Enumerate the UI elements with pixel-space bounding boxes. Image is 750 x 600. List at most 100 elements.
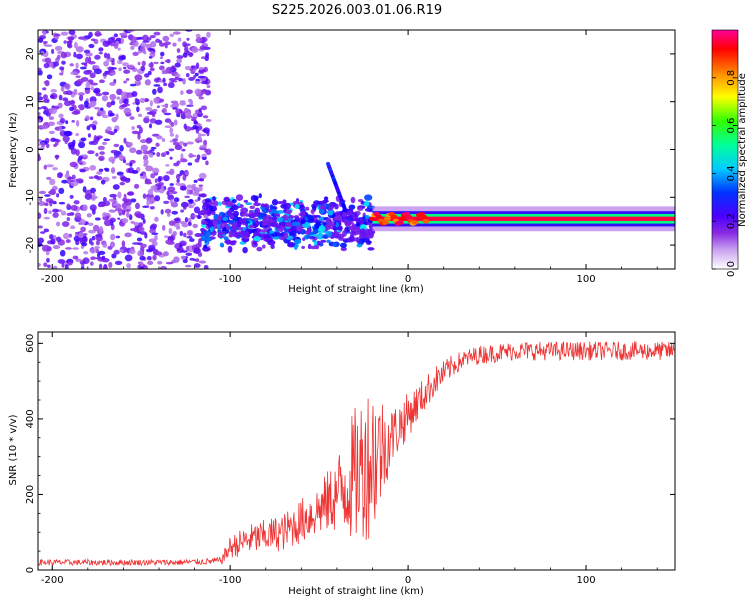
spectrogram-cluster-blob — [260, 204, 268, 208]
spectrogram-noise-blob — [86, 125, 91, 131]
spectrogram-noise-blob — [90, 187, 96, 194]
spectrogram-noise-blob — [101, 114, 109, 119]
spectrogram-noise-blob — [117, 191, 122, 199]
spectrogram-noise-blob — [174, 62, 181, 68]
spectrogram-cluster-blob — [261, 221, 267, 227]
spectrogram-noise-blob — [43, 63, 50, 69]
spectrogram-cluster-blob — [224, 196, 230, 201]
spectrogram-noise-blob — [75, 46, 84, 53]
spectrogram-cluster-blob — [293, 239, 302, 245]
spectrogram-cluster-blob — [334, 203, 339, 210]
spectrogram-noise-blob — [38, 96, 44, 101]
spectrogram-noise-blob — [79, 94, 84, 102]
spectrogram-noise-blob — [200, 81, 209, 85]
spectrogram-noise-blob — [43, 228, 50, 233]
spectrogram-noise-blob — [39, 231, 46, 234]
spectrogram-noise-blob — [197, 132, 202, 138]
spectrogram-cluster-blob — [325, 203, 330, 210]
spectrogram-noise-blob — [147, 47, 155, 51]
spectrogram-cluster-blob — [223, 236, 229, 241]
spectrogram-noise-blob — [69, 106, 75, 112]
spectrogram-noise-blob — [184, 171, 189, 176]
spectrogram-noise-blob — [172, 31, 181, 35]
spectrogram-noise-blob — [53, 143, 57, 148]
spectrogram-noise-blob — [73, 235, 80, 242]
spectrogram-noise-blob — [142, 193, 147, 199]
spectrogram-cluster-blob — [335, 221, 339, 229]
spectrogram-noise-blob — [44, 79, 50, 87]
spectrogram-noise-blob — [141, 60, 146, 67]
spectrogram-noise-blob — [97, 145, 105, 151]
spectrogram-noise-blob — [182, 52, 188, 58]
spectrogram-noise-blob — [114, 154, 119, 159]
spectrogram-noise-blob — [54, 45, 63, 51]
spectrogram-noise-blob — [153, 31, 161, 36]
spectrogram-noise-blob — [133, 183, 140, 189]
spectrogram-noise-blob — [130, 36, 137, 43]
spectrogram-noise-blob — [63, 130, 72, 137]
spectrogram-noise-blob — [121, 202, 128, 210]
spectrogram-noise-blob — [143, 264, 148, 269]
spectrogram-noise-blob — [175, 173, 181, 180]
spectrogram-noise-blob — [38, 67, 42, 72]
spectrogram-noise-blob — [53, 33, 61, 37]
spectrogram-noise-blob — [43, 207, 48, 215]
spectrogram-noise-blob — [68, 261, 73, 266]
spectrogram-cluster-blob — [224, 229, 230, 234]
spectrogram-noise-blob — [198, 107, 202, 113]
spectrogram-noise-blob — [63, 40, 67, 44]
spectrogram-noise-blob — [49, 188, 56, 196]
spectrogram-cluster-blob — [280, 203, 288, 209]
spectrogram-noise-blob — [172, 107, 178, 110]
spectrogram-noise-blob — [89, 247, 97, 254]
spectrogram-noise-blob — [180, 185, 187, 191]
spectrogram-noise-blob — [201, 56, 206, 60]
spectrogram-cluster-blob — [240, 207, 249, 214]
spectrogram-noise-blob — [194, 88, 202, 96]
spectrogram-cluster-blob — [300, 219, 306, 224]
spectrogram-noise-blob — [186, 141, 194, 145]
spectrogram-noise-blob — [66, 212, 72, 217]
spectrogram-noise-blob — [82, 186, 87, 193]
spectrogram-region-1 — [38, 30, 212, 269]
spectrogram-noise-blob — [176, 248, 181, 252]
spectrogram-noise-blob — [108, 66, 112, 73]
spectrogram-noise-blob — [187, 230, 193, 236]
spectrogram-noise-blob — [122, 66, 127, 70]
spectrogram-noise-blob — [194, 233, 202, 238]
spectrogram-cluster-blob — [272, 235, 280, 240]
spectrogram-noise-blob — [67, 141, 76, 148]
spectrogram-noise-blob — [130, 221, 136, 224]
spectrogram-noise-blob — [38, 263, 41, 267]
spectrogram-noise-blob — [175, 134, 179, 139]
spectrogram-noise-blob — [111, 176, 117, 179]
spectrogram-band-onset — [383, 216, 391, 221]
spectrogram-cluster-blob — [225, 200, 234, 207]
spectrogram-noise-blob — [185, 114, 193, 119]
spectrogram-noise-blob — [73, 41, 78, 49]
spectrogram-noise-blob — [187, 221, 192, 227]
spectrogram-noise-blob — [44, 194, 51, 197]
spectrogram-noise-blob — [65, 247, 72, 250]
spectrogram-noise-blob — [174, 76, 179, 81]
spectrogram-noise-blob — [157, 86, 163, 94]
snr-x-tick-label: -100 — [219, 575, 242, 586]
snr-marks — [38, 340, 675, 567]
spectrogram-noise-blob — [90, 82, 98, 86]
spectrogram-cluster-blob — [306, 234, 311, 239]
spectrogram-noise-blob — [108, 261, 113, 269]
spectrogram-noise-blob — [173, 256, 180, 263]
spectrogram-cluster-blob — [273, 213, 281, 217]
spectrogram-cluster-blob — [267, 239, 276, 246]
spectrogram-noise-blob — [140, 261, 144, 267]
spectrogram-noise-blob — [145, 137, 153, 144]
spectrogram-cluster-blob — [240, 218, 245, 224]
spectrogram-y-tick-label: 20 — [25, 48, 36, 61]
spectrogram-noise-blob — [202, 115, 209, 119]
spectrogram-noise-blob — [73, 51, 77, 58]
spectrogram-noise-blob — [152, 167, 160, 174]
spectrogram-noise-blob — [73, 88, 78, 96]
spectrogram-cluster-blob — [318, 225, 326, 232]
spectrogram-noise-blob — [168, 148, 175, 152]
spectrogram-noise-blob — [38, 154, 41, 161]
